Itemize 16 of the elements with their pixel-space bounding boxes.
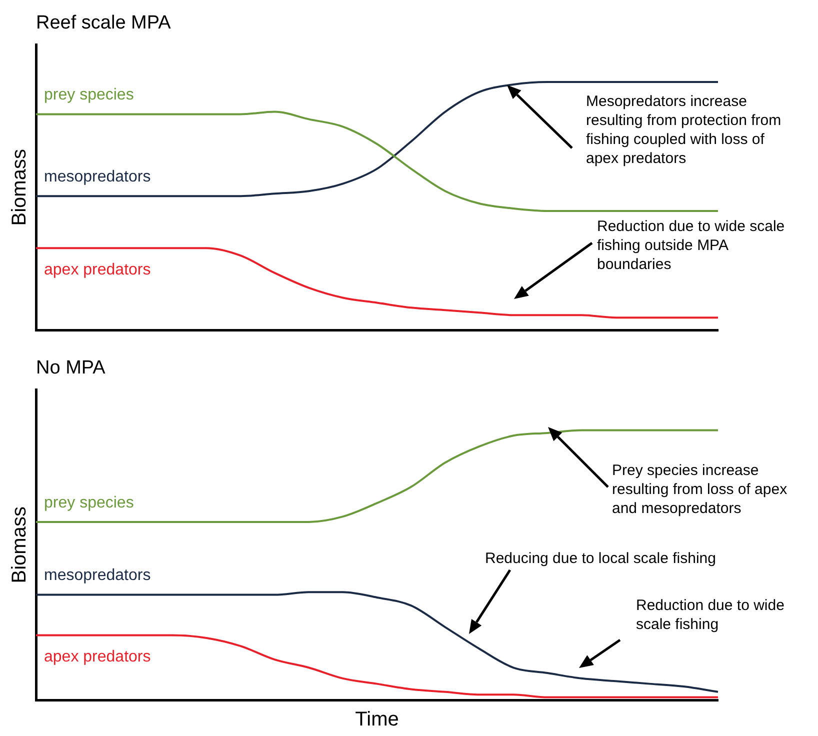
y-axis-title: Biomass [8, 506, 31, 584]
annotation: Reducing due to local scale fishing [485, 549, 717, 568]
series-label: mesopredators [44, 567, 151, 584]
series-label: prey species [44, 86, 134, 104]
series-label: apex predators [44, 648, 151, 666]
x-axis-title: Time [355, 708, 399, 731]
annotation: Prey species increase resulting from loss of apex and mesopredators [612, 461, 788, 518]
annotation: Reduction due to wide scale fishing [636, 596, 786, 634]
y-axis-title: Biomass [8, 149, 31, 226]
series-label: prey species [44, 494, 134, 512]
series-label: mesopredators [44, 168, 151, 186]
annotation: Mesopredators increase resulting from protection from fishing coupled with loss of apex predators [586, 92, 782, 168]
annotation: Reduction due to wide scale fishing outside MPA boundaries [597, 217, 786, 274]
series-label: apex predators [44, 262, 151, 279]
chart-title: No MPA [36, 358, 106, 379]
chart-title: Reef scale MPA [36, 12, 172, 34]
